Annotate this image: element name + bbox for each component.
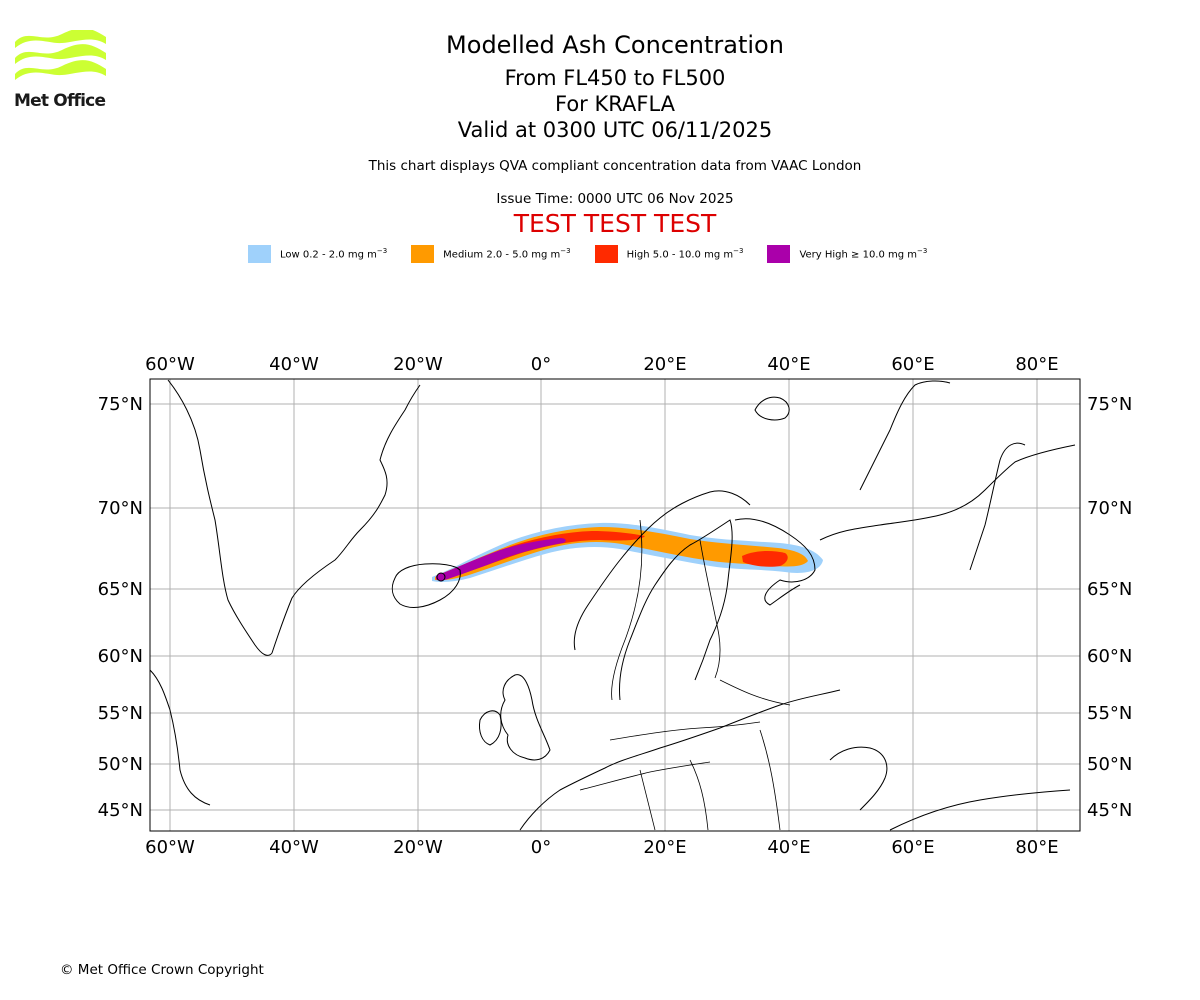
lon-tick-top-1: 40°W	[269, 354, 319, 375]
british-isles-coast	[500, 674, 551, 761]
europe-coast	[519, 689, 841, 831]
chart-titles: Modelled Ash Concentration From FL450 to…	[0, 30, 1200, 239]
legend-label-very-high: Very High ≥ 10.0 mg m	[799, 249, 918, 261]
russia-north-coast	[819, 444, 1076, 541]
map-gridlines	[150, 379, 1080, 831]
lat-tick-right-1: 70°N	[1087, 498, 1132, 519]
greenland-coast	[167, 379, 421, 656]
lat-tick-right-2: 65°N	[1087, 579, 1132, 600]
norway-coast	[573, 490, 751, 651]
plume-low-region	[432, 522, 823, 582]
plume-very-high-region	[436, 538, 566, 581]
legend-swatch-very-high	[767, 245, 791, 263]
ash-plume	[432, 522, 823, 582]
lat-tick-left-2: 65°N	[98, 579, 143, 600]
test-banner: TEST TEST TEST	[513, 209, 717, 238]
lon-tick-top-4: 20°E	[643, 354, 686, 375]
krafla-volcano-marker	[436, 572, 446, 582]
lat-tick-left-6: 45°N	[98, 800, 143, 821]
lon-tick-bottom-3: 0°	[531, 837, 551, 858]
qva-note: This chart displays QVA compliant concen…	[368, 158, 862, 174]
legend-item-high: High 5.0 - 10.0 mg m−3	[594, 245, 744, 263]
legend-swatch-low	[248, 245, 271, 263]
volcano-name: For KRAFLA	[555, 92, 675, 116]
lon-tick-top-7: 80°E	[1015, 354, 1058, 375]
map-frame	[149, 378, 1081, 832]
legend-label-high: High 5.0 - 10.0 mg m	[626, 249, 734, 261]
lat-tick-right-4: 55°N	[1087, 703, 1132, 724]
plume-high-east-region	[742, 551, 788, 567]
labrador-coast	[150, 669, 211, 806]
svalbard-coast	[754, 396, 790, 421]
legend-item-low: Low 0.2 - 2.0 mg m−3	[248, 245, 387, 263]
lat-tick-right-6: 45°N	[1087, 800, 1132, 821]
lon-tick-top-5: 40°E	[767, 354, 810, 375]
copyright-notice: © Met Office Crown Copyright	[60, 962, 264, 978]
met-office-logo-icon	[15, 30, 106, 80]
asia-south-coast	[889, 789, 1071, 831]
kola-coast	[734, 518, 816, 606]
lat-tick-right-0: 75°N	[1087, 394, 1132, 415]
legend-exp-low: −3	[376, 247, 388, 256]
logo-wave-2	[15, 44, 106, 64]
lon-tick-top-0: 60°W	[145, 354, 195, 375]
country-borders	[579, 519, 791, 831]
logo-wave-1	[15, 30, 106, 48]
coastlines	[150, 379, 1076, 831]
lon-tick-top-3: 0°	[531, 354, 551, 375]
lat-tick-left-4: 55°N	[98, 703, 143, 724]
legend-label-medium: Medium 2.0 - 5.0 mg m	[443, 249, 561, 261]
lon-ticks-top: 60°W 40°W 20°W 0° 20°E 40°E 60°E 80°E	[145, 354, 1058, 375]
legend-swatch-high	[594, 245, 618, 263]
plume-medium-region	[435, 527, 808, 581]
caspian-coast	[829, 746, 888, 811]
lon-tick-bottom-2: 20°W	[393, 837, 443, 858]
lon-tick-top-2: 20°W	[393, 354, 443, 375]
flight-level-range: From FL450 to FL500	[504, 66, 726, 90]
novaya-zemlya-coast	[859, 380, 951, 491]
iceland-coast	[391, 563, 461, 608]
chart-title: Modelled Ash Concentration	[446, 31, 784, 59]
legend-exp-very-high: −3	[917, 247, 928, 256]
lon-tick-bottom-4: 20°E	[643, 837, 686, 858]
sweden-finland-outline	[619, 519, 733, 701]
legend-swatch-medium	[411, 245, 435, 263]
lon-tick-top-6: 60°E	[891, 354, 934, 375]
lat-tick-left-5: 50°N	[98, 754, 143, 775]
lat-tick-left-0: 75°N	[98, 394, 143, 415]
legend-exp-high: −3	[733, 247, 744, 256]
legend-item-medium: Medium 2.0 - 5.0 mg m−3	[411, 245, 571, 263]
valid-time: Valid at 0300 UTC 06/11/2025	[457, 118, 773, 142]
logo-wave-3	[15, 60, 106, 80]
lat-ticks-right: 75°N 70°N 65°N 60°N 55°N 50°N 45°N	[1087, 394, 1132, 821]
lon-tick-bottom-6: 60°E	[891, 837, 934, 858]
lat-tick-left-3: 60°N	[98, 646, 143, 667]
legend-item-very-high: Very High ≥ 10.0 mg m−3	[767, 245, 927, 263]
concentration-legend: Low 0.2 - 2.0 mg m−3 Medium 2.0 - 5.0 mg…	[248, 244, 951, 264]
lon-tick-bottom-5: 40°E	[767, 837, 810, 858]
issue-time: Issue Time: 0000 UTC 06 Nov 2025	[496, 191, 734, 207]
lon-tick-bottom-1: 40°W	[269, 837, 319, 858]
legend-exp-medium: −3	[560, 247, 571, 256]
lon-tick-bottom-0: 60°W	[145, 837, 195, 858]
lat-tick-right-3: 60°N	[1087, 646, 1132, 667]
legend-label-low: Low 0.2 - 2.0 mg m	[280, 249, 377, 261]
lat-tick-right-5: 50°N	[1087, 754, 1132, 775]
yamal-coast	[969, 442, 1026, 571]
lat-tick-left-1: 70°N	[98, 498, 143, 519]
lon-ticks-bottom: 60°W 40°W 20°W 0° 20°E 40°E 60°E 80°E	[145, 837, 1058, 858]
lon-tick-bottom-7: 80°E	[1015, 837, 1058, 858]
logo-text: Met Office	[14, 91, 106, 111]
lat-ticks-left: 75°N 70°N 65°N 60°N 55°N 50°N 45°N	[98, 394, 143, 821]
ireland-coast	[479, 710, 502, 746]
